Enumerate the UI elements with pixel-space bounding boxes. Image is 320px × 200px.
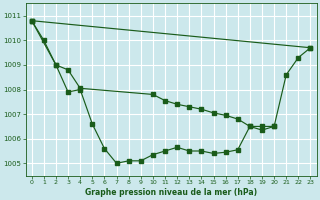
X-axis label: Graphe pression niveau de la mer (hPa): Graphe pression niveau de la mer (hPa) [85,188,257,197]
